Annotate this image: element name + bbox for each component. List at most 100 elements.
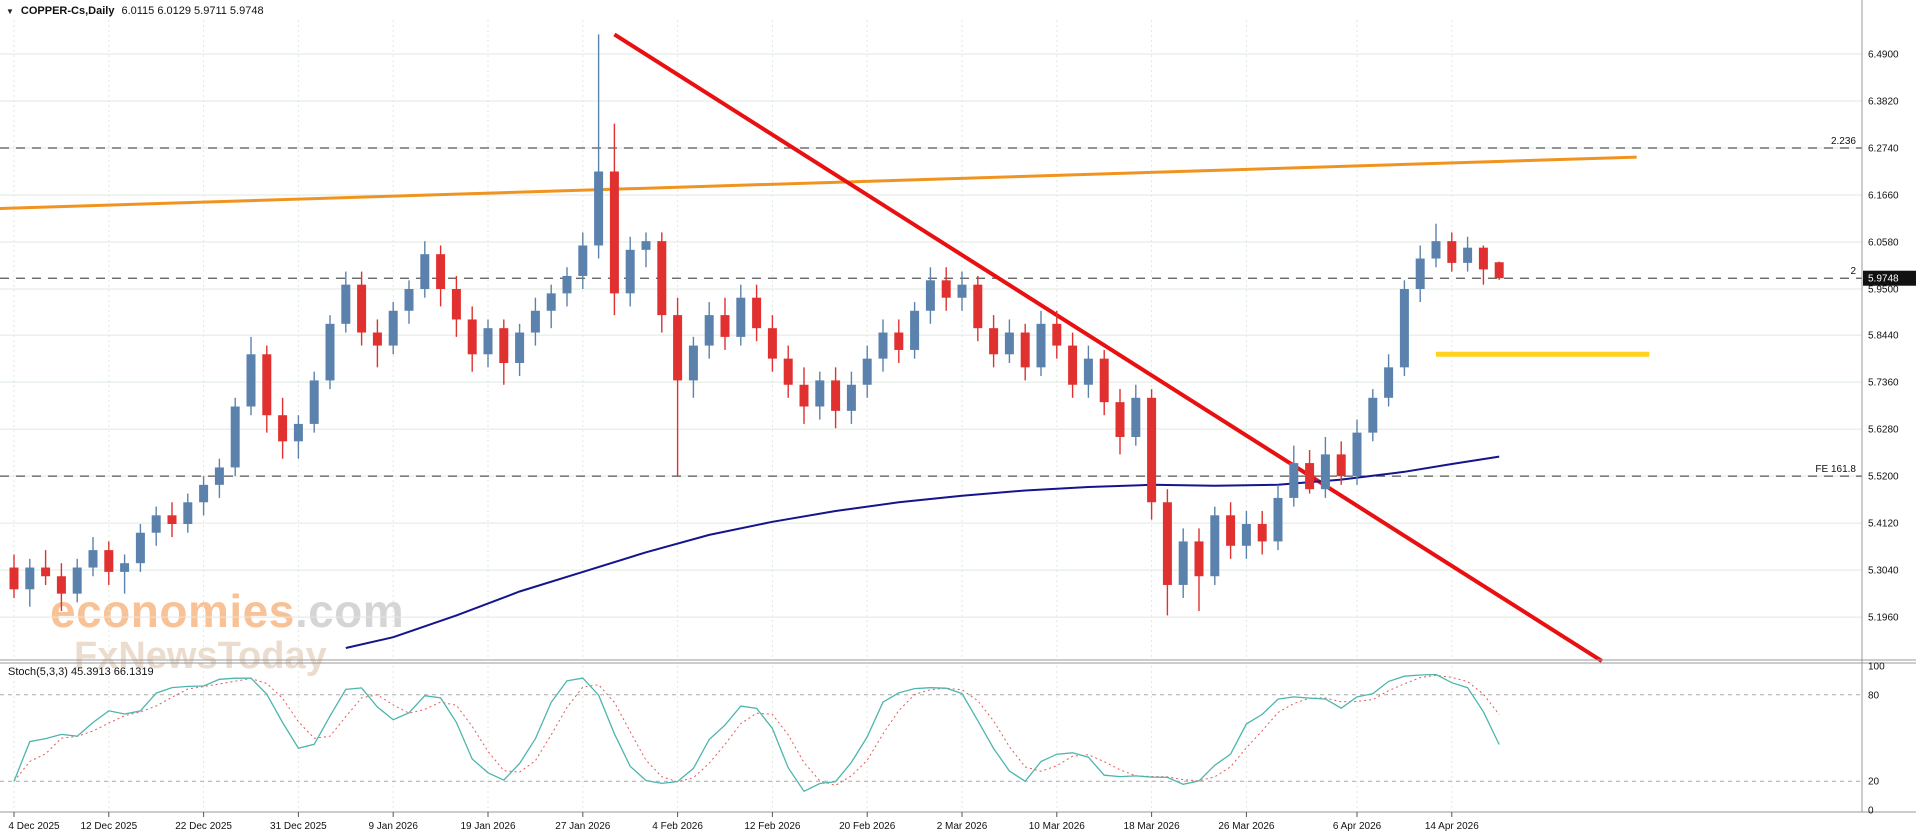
candle-body [88, 550, 98, 568]
price-axis-label: 5.6280 [1868, 425, 1899, 436]
candle-body [167, 515, 177, 525]
candle-body [673, 315, 683, 381]
candle-body [1147, 397, 1157, 503]
candle-body [925, 280, 935, 311]
candle-body [578, 245, 588, 276]
candle-body [989, 328, 999, 355]
price-axis-label: 6.0580 [1868, 238, 1899, 249]
candles [9, 34, 1504, 616]
candle-body [278, 415, 288, 442]
orange-uptrend-line[interactable] [0, 155, 1637, 210]
candle-body [720, 315, 730, 337]
price-axis-label: 5.1960 [1868, 613, 1899, 624]
candle-body [1336, 454, 1346, 477]
candle-body [594, 171, 604, 246]
stoch-signal-line[interactable] [13, 674, 1500, 786]
current-price-tag [1863, 270, 1916, 286]
candle-body [1083, 358, 1093, 385]
candle-body [451, 289, 461, 320]
candle-body [878, 332, 888, 359]
candle-body [641, 241, 651, 250]
candle-body [341, 284, 351, 324]
time-axis-label: 10 Mar 2026 [1029, 821, 1086, 832]
candle-body [1004, 332, 1014, 355]
time-axis-label: 20 Feb 2026 [839, 821, 896, 832]
candle-body [214, 467, 224, 485]
current-price-text: 5.9748 [1868, 274, 1899, 285]
candle-body [736, 297, 746, 337]
candle-body [1131, 397, 1141, 437]
moving-average-line[interactable] [345, 455, 1500, 649]
candle-body [1257, 524, 1267, 542]
candle-body [1241, 524, 1251, 546]
price-axis-label: 6.3820 [1868, 97, 1899, 108]
price-axis-label: 5.4120 [1868, 519, 1899, 530]
time-axis-label: 18 Mar 2026 [1124, 821, 1181, 832]
candle-body [957, 284, 967, 298]
candle-body [609, 171, 619, 294]
time-axis-label: 6 Apr 2026 [1333, 821, 1382, 832]
price-axis-label: 5.9500 [1868, 285, 1899, 296]
time-axis-label: 22 Dec 2025 [175, 821, 232, 832]
time-axis-label: 19 Jan 2026 [460, 821, 515, 832]
price-axis-label: 5.5200 [1868, 472, 1899, 483]
candle-body [846, 384, 856, 411]
candle-body [1320, 454, 1330, 490]
time-axis-label: 12 Dec 2025 [80, 821, 137, 832]
time-axis-label: 31 Dec 2025 [270, 821, 327, 832]
candle-body [1478, 247, 1488, 270]
candle-body [752, 297, 762, 329]
candle-body [230, 406, 240, 468]
candle-body [72, 567, 82, 594]
candle-body [1020, 332, 1030, 368]
level-label: 2.236 [1831, 136, 1856, 147]
candle-body [1431, 241, 1441, 259]
candle-body [815, 380, 825, 407]
candle-body [436, 254, 446, 290]
candle-body [262, 354, 272, 416]
candle-body [1099, 358, 1109, 403]
stoch-axis-label: 20 [1868, 777, 1880, 788]
candle-body [1068, 345, 1078, 385]
candle-body [199, 484, 209, 503]
candle-body [1384, 367, 1394, 398]
candle-body [25, 567, 35, 590]
candle-body [1352, 432, 1362, 477]
time-axis: 4 Dec 2025 12 Dec 2025 22 Dec 2025 31 Dec 2… [8, 812, 1479, 832]
stoch-main-line[interactable] [13, 673, 1500, 793]
time-axis-label: 2 Mar 2026 [937, 821, 988, 832]
candle-body [1194, 541, 1204, 577]
candle-body [1447, 241, 1457, 263]
price-axis-label: 5.7360 [1868, 378, 1899, 389]
candle-body [1226, 515, 1236, 546]
candle-body [135, 532, 145, 564]
candle-body [1463, 247, 1473, 263]
candle-body [515, 332, 525, 363]
price-axis-label: 6.2740 [1868, 144, 1899, 155]
price-axis-label: 6.1660 [1868, 191, 1899, 202]
candle-body [704, 315, 714, 346]
price-axis-label: 6.4900 [1868, 50, 1899, 61]
trendlines[interactable] [0, 32, 1650, 663]
level-label: 2 [1850, 266, 1856, 277]
candle-body [41, 567, 51, 577]
time-axis-label: 4 Feb 2026 [652, 821, 703, 832]
candle-body [862, 358, 872, 385]
candle-body [625, 249, 635, 294]
candle-body [530, 310, 540, 333]
ma-polyline[interactable] [345, 455, 1500, 649]
candle-body [246, 354, 256, 407]
panel-frame [0, 0, 1916, 813]
candle-body [688, 345, 698, 381]
time-axis-label: 26 Mar 2026 [1218, 821, 1275, 832]
candle-body [372, 332, 382, 346]
red-downtrend-line[interactable] [613, 32, 1603, 663]
candle-body [1289, 463, 1299, 498]
candle-body [325, 323, 335, 381]
candle-body [467, 319, 477, 355]
candle-body [1115, 402, 1125, 437]
candle-body [183, 502, 193, 525]
candle-body [799, 384, 809, 407]
stochastic-panel: 100 80 20 0 [0, 662, 1885, 817]
